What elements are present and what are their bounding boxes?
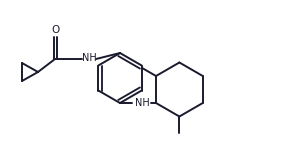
Text: NH: NH — [135, 98, 149, 108]
Text: NH: NH — [82, 53, 96, 63]
Text: O: O — [51, 25, 59, 35]
